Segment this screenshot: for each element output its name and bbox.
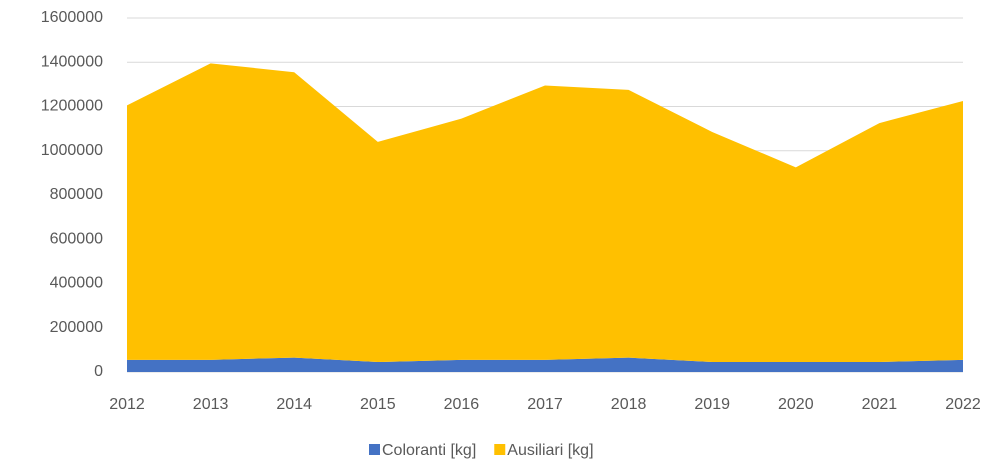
x-tick-label: 2018 xyxy=(611,396,647,413)
y-tick-label: 1200000 xyxy=(41,98,103,115)
y-tick-label: 200000 xyxy=(50,319,103,336)
y-tick-label: 1600000 xyxy=(41,9,103,26)
x-tick-label: 2016 xyxy=(444,396,480,413)
x-tick-label: 2015 xyxy=(360,396,396,413)
y-tick-label: 1400000 xyxy=(41,53,103,70)
x-tick-label: 2019 xyxy=(694,396,730,413)
y-tick-label: 0 xyxy=(94,363,103,380)
x-tick-label: 2017 xyxy=(527,396,563,413)
y-tick-label: 800000 xyxy=(50,186,103,203)
y-tick-label: 400000 xyxy=(50,275,103,292)
x-tick-label: 2022 xyxy=(945,396,981,413)
x-tick-label: 2012 xyxy=(109,396,145,413)
area xyxy=(127,357,963,372)
x-tick-label: 2021 xyxy=(862,396,898,413)
legend-swatch xyxy=(369,444,380,455)
y-tick-label: 600000 xyxy=(50,230,103,247)
legend-label: Coloranti [kg] xyxy=(382,442,476,459)
x-tick-label: 2014 xyxy=(276,396,312,413)
legend-swatch xyxy=(494,444,506,455)
x-tick-label: 2013 xyxy=(193,396,229,413)
legend-label: Ausiliari [kg] xyxy=(507,442,593,459)
x-tick-label: 2020 xyxy=(778,396,814,413)
area xyxy=(127,63,963,363)
y-tick-label: 1000000 xyxy=(41,142,103,159)
